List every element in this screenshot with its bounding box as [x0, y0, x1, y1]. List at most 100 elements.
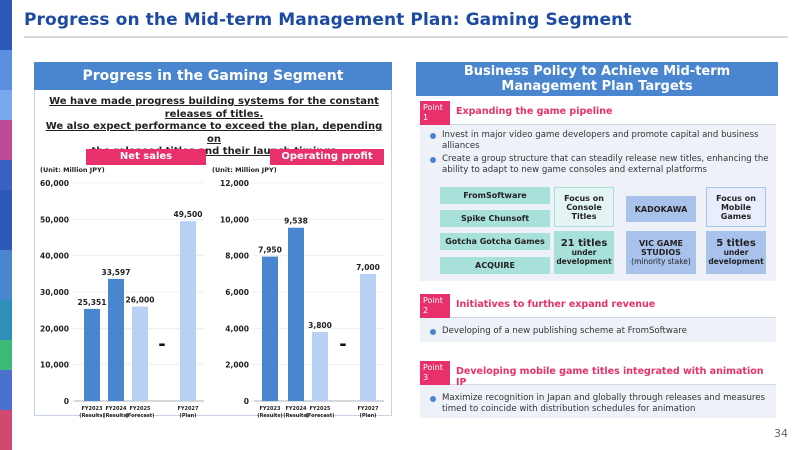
net-sales-unit-label: (Unit: Million JPY)	[40, 166, 105, 174]
net-sales-gap-marker: -	[158, 334, 165, 355]
studio-gotcha-gotcha-games: Gotcha Gotcha Games	[440, 233, 550, 250]
net-sales-x-tick-sub: (Results)	[79, 413, 104, 419]
point-1-bullet-1: Invest in major video game developers an…	[430, 130, 770, 151]
point-3-tag: Point 3	[420, 361, 450, 385]
net-sales-x-tick: FY2027	[178, 406, 199, 412]
title-divider	[24, 36, 788, 38]
point-1-box: Point 1 Expanding the game pipeline Inve…	[420, 101, 776, 281]
right-heading-line-2: Management Plan Targets	[501, 79, 693, 94]
operating-profit-bar	[312, 331, 328, 401]
point-3-box: Point 3 Developing mobile game titles in…	[420, 361, 776, 418]
operating-profit-y-tick: 8,000	[225, 252, 249, 261]
point-2-tag-word: Point	[423, 296, 443, 305]
operating-profit-x-tick-sub: (Results)	[283, 413, 308, 419]
operating-profit-y-tick: 2,000	[225, 361, 249, 370]
lead-line-2: releases of titles.	[164, 108, 264, 120]
mobile-focus-label: Focus on Mobile Games	[706, 187, 766, 227]
page-number: 34	[774, 427, 788, 440]
operating-profit-y-tick: 6,000	[225, 288, 249, 297]
net-sales-x-tick: FY2023	[82, 406, 103, 412]
operating-profit-gap-marker: -	[339, 334, 346, 355]
operating-profit-unit-label: (Unit: Million JPY)	[212, 166, 277, 174]
point-3-bullet-1: Maximize recognition in Japan and global…	[430, 393, 772, 414]
operating-profit-value-label: 3,800	[308, 321, 332, 330]
mobile-titles-count: 5 titles under development	[706, 231, 766, 274]
console-titles-count: 21 titles under development	[554, 231, 614, 274]
operating-profit-x-tick: FY2025	[310, 406, 331, 412]
operating-profit-y-tick: 4,000	[225, 324, 249, 333]
operating-profit-value-label: 9,538	[284, 217, 308, 226]
studio-fromsoftware: FromSoftware	[440, 187, 550, 204]
net-sales-x-tick: FY2025	[130, 406, 151, 412]
net-sales-x-tick: FY2024	[106, 406, 127, 412]
operating-profit-x-tick: FY2023	[260, 406, 281, 412]
operating-profit-bar	[288, 227, 304, 401]
operating-profit-x-tick: FY2027	[358, 406, 379, 412]
console-count: 21 titles	[560, 238, 608, 249]
left-panel-heading: Progress in the Gaming Segment	[34, 62, 392, 90]
vic-stake: (minority stake)	[631, 257, 691, 266]
net-sales-bar	[180, 221, 196, 401]
net-sales-bar	[84, 308, 100, 401]
lead-line-4: the released titles and their launch tim…	[91, 146, 337, 157]
right-heading-line-1: Business Policy to Achieve Mid-term	[463, 64, 731, 79]
point-1-tag-number: 1	[423, 113, 429, 122]
net-sales-value-label: 26,000	[126, 296, 155, 305]
point-1-title-bar	[450, 101, 776, 125]
net-sales-value-label: 33,597	[102, 268, 131, 277]
point-3-tag-number: 3	[423, 373, 429, 382]
net-sales-y-tick: 30,000	[40, 288, 69, 297]
point-2-tag-number: 2	[423, 306, 429, 315]
net-sales-x-tick-sub: (Results)	[103, 413, 128, 419]
net-sales-bar	[108, 278, 124, 401]
net-sales-x-tick-sub: (Plan)	[180, 413, 197, 419]
point-3-title: Developing mobile game titles integrated…	[456, 366, 764, 388]
lead-line-3: We also expect performance to exceed the…	[45, 121, 383, 145]
lead-line-1: We have made progress building systems f…	[49, 96, 379, 107]
net-sales-x-tick-sub: (Forecast)	[126, 413, 155, 419]
point-1-bullet-2: Create a group structure that can steadi…	[430, 154, 774, 175]
operating-profit-y-tick: 12,000	[220, 179, 249, 188]
vic-game-studios-box: VIC GAME STUDIOS (minority stake)	[626, 231, 696, 274]
vic-name: VIC GAME STUDIOS	[638, 239, 683, 257]
point-2-box: Point 2 Initiatives to further expand re…	[420, 294, 776, 342]
operating-profit-y-tick: 10,000	[220, 215, 249, 224]
mobile-count-sub: under development	[708, 248, 764, 266]
point-2-title: Initiatives to further expand revenue	[456, 299, 656, 310]
net-sales-label: Net sales	[86, 149, 206, 165]
net-sales-y-tick: 50,000	[40, 215, 69, 224]
operating-profit-x-tick: FY2024	[286, 406, 307, 412]
operating-profit-value-label: 7,950	[258, 246, 282, 255]
operating-profit-x-tick-sub: (Forecast)	[306, 413, 335, 419]
right-panel-heading: Business Policy to Achieve Mid-term Mana…	[416, 62, 778, 96]
point-1-title: Expanding the game pipeline	[456, 106, 613, 117]
point-1-tag-word: Point	[423, 103, 443, 112]
console-focus-label: Focus on Console Titles	[554, 187, 614, 227]
net-sales-y-tick: 10,000	[40, 361, 69, 370]
page-title: Progress on the Mid-term Management Plan…	[24, 10, 632, 30]
point-2-bullet-1: Developing of a new publishing scheme at…	[430, 326, 770, 337]
net-sales-y-tick: 0	[64, 397, 69, 406]
net-sales-y-tick: 40,000	[40, 252, 69, 261]
point-3-tag-word: Point	[423, 363, 443, 372]
kadokawa-box: KADOKAWA	[626, 196, 696, 222]
operating-profit-x-tick-sub: (Results)	[257, 413, 282, 419]
operating-profit-label: Operating profit	[270, 149, 384, 165]
operating-profit-bar	[262, 256, 278, 401]
studio-spike-chunsoft: Spike Chunsoft	[440, 210, 550, 227]
operating-profit-bar	[360, 273, 376, 401]
point-3-title-bar	[450, 361, 776, 385]
operating-profit-x-tick-sub: (Plan)	[360, 413, 377, 419]
lead-text: We have made progress building systems f…	[44, 96, 384, 159]
operating-profit-y-tick: 0	[244, 397, 249, 406]
studio-acquire: ACQUIRE	[440, 257, 550, 274]
net-sales-y-tick: 20,000	[40, 324, 69, 333]
mobile-count: 5 titles	[716, 238, 756, 249]
console-count-sub: under development	[556, 248, 612, 266]
decorative-side-stripe	[0, 0, 12, 450]
net-sales-value-label: 49,500	[174, 210, 203, 219]
point-2-title-bar	[450, 294, 776, 318]
point-2-tag: Point 2	[420, 294, 450, 318]
net-sales-value-label: 25,351	[78, 298, 107, 307]
